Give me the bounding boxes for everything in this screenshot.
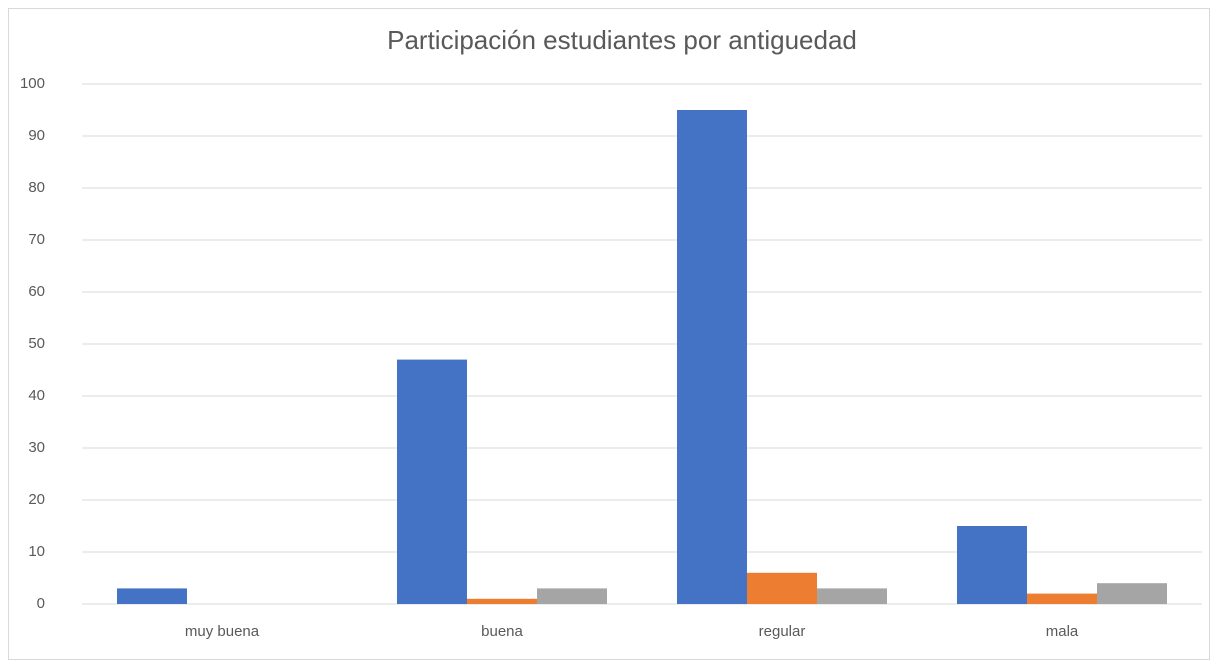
x-tick-label: buena (481, 623, 523, 640)
bar (117, 588, 187, 604)
y-tick-label: 80 (28, 179, 45, 196)
bar (817, 588, 887, 604)
bar (1027, 593, 1097, 604)
bar (397, 359, 467, 604)
y-tick-label: 40 (28, 387, 45, 404)
y-tick-label: 50 (28, 335, 45, 352)
x-tick-label: muy buena (185, 623, 260, 640)
x-tick-label: mala (1046, 623, 1079, 640)
x-tick-label: regular (759, 623, 806, 640)
bar (677, 110, 747, 604)
chart-title: Participación estudiantes por antiguedad (387, 25, 857, 55)
bar (537, 588, 607, 604)
y-tick-label: 90 (28, 127, 45, 144)
chart-border (8, 8, 1210, 660)
y-tick-label: 10 (28, 543, 45, 560)
y-tick-label: 70 (28, 231, 45, 248)
bar (467, 598, 537, 604)
y-tick-label: 0 (37, 595, 45, 612)
bar (747, 572, 817, 604)
bar (1097, 583, 1167, 604)
y-tick-label: 100 (20, 75, 45, 92)
bar (957, 526, 1027, 604)
y-tick-label: 60 (28, 283, 45, 300)
y-tick-label: 30 (28, 439, 45, 456)
y-tick-label: 20 (28, 491, 45, 508)
